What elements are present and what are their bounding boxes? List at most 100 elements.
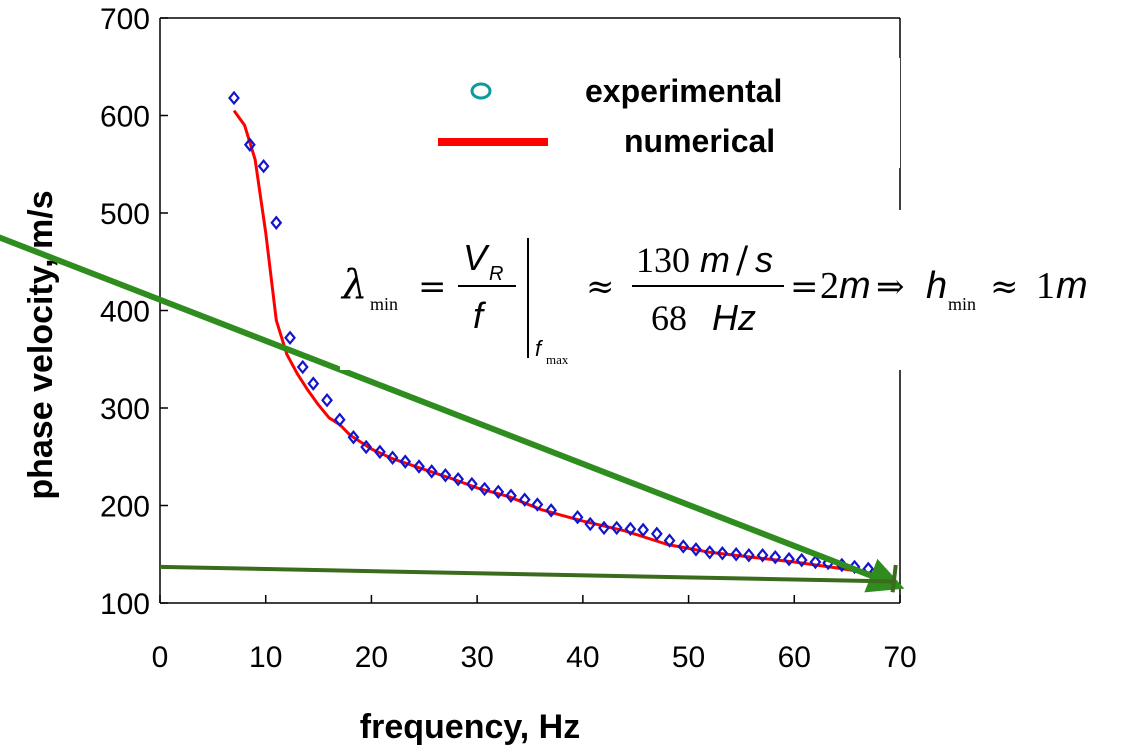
x-tick-label: 20 xyxy=(355,641,388,674)
experimental-point xyxy=(584,516,597,532)
eq-h-value: 1 xyxy=(1036,265,1055,307)
x-tick-label: 40 xyxy=(566,641,599,674)
experimental-point xyxy=(637,522,650,538)
experimental-point xyxy=(413,459,425,474)
x-tick-label: 30 xyxy=(460,641,493,674)
experimental-point xyxy=(257,158,270,174)
numerical-curve xyxy=(232,109,880,577)
experimental-point xyxy=(783,551,795,567)
eq-lambda: λ xyxy=(340,262,367,308)
experimental-point xyxy=(769,549,782,565)
experimental-point xyxy=(545,503,558,518)
x-tick-label: 60 xyxy=(778,641,811,674)
eq-approx-2: ≈ xyxy=(990,267,1019,307)
experimental-point xyxy=(465,476,478,492)
experimental-point xyxy=(386,450,399,465)
experimental-point xyxy=(399,454,412,469)
y-tick-label: 200 xyxy=(100,491,150,524)
y-tick-label: 700 xyxy=(100,3,150,36)
experimental-point xyxy=(531,497,544,512)
experimental-point xyxy=(333,412,346,427)
experimental-point xyxy=(809,554,822,570)
experimental-point xyxy=(360,439,373,455)
legend-backdrop xyxy=(420,58,900,168)
x-axis-label: frequency, Hz xyxy=(360,708,580,746)
experimental-point xyxy=(505,488,517,503)
experimental-point xyxy=(677,539,690,554)
legend: experimental numerical xyxy=(420,58,900,168)
baseline-end-tick xyxy=(890,564,898,593)
eq-num-slash: / xyxy=(736,240,749,281)
eq-vr: V xyxy=(463,237,490,278)
eq-equals-1: = xyxy=(418,267,447,307)
eq-num-unit-m: m xyxy=(700,239,730,280)
baseline-line xyxy=(159,564,895,584)
experimental-point xyxy=(373,444,386,460)
experimental-point xyxy=(284,330,296,346)
experimental-point xyxy=(492,484,505,500)
experimental-point xyxy=(296,359,309,375)
eq-num-value: 130 xyxy=(636,240,690,280)
eq-approx-1: ≈ xyxy=(586,267,615,307)
eq-den-value: 68 xyxy=(651,298,687,338)
legend-marker-experimental xyxy=(470,82,492,100)
eq-num-unit-s: s xyxy=(755,239,773,280)
experimental-point xyxy=(452,471,465,487)
experimental-point xyxy=(690,542,702,557)
eq-h-unit: m xyxy=(1056,265,1088,307)
y-tick-label: 400 xyxy=(100,296,150,329)
x-axis-ticks: 0 10 20 30 40 50 60 70 xyxy=(152,595,917,674)
x-tick-label: 50 xyxy=(672,641,705,674)
experimental-point xyxy=(228,90,240,106)
eq-implies: ⇒ xyxy=(876,267,905,307)
experimental-point xyxy=(321,392,333,408)
experimental-point xyxy=(478,481,491,497)
legend-label-numerical: numerical xyxy=(624,123,775,159)
eq-den-unit: Hz xyxy=(712,297,756,338)
experimental-point xyxy=(795,552,808,568)
equation: λ min = V R f f max ≈ 130 m / s 68 Hz = … xyxy=(340,237,1088,367)
y-axis-label: phase velocity, m/s xyxy=(22,190,60,499)
experimental-point xyxy=(307,376,320,391)
y-tick-label: 300 xyxy=(100,393,150,426)
experimental-point xyxy=(663,533,676,548)
series-experimental xyxy=(228,90,887,580)
experimental-point xyxy=(518,492,531,507)
eq-result-unit: m xyxy=(839,265,871,307)
experimental-point xyxy=(270,215,283,230)
y-tick-label: 100 xyxy=(100,588,150,621)
long-arrow xyxy=(0,234,905,593)
experimental-point xyxy=(347,430,360,445)
experimental-point xyxy=(243,137,256,152)
eq-h: h xyxy=(926,265,947,307)
eq-vr-sub: R xyxy=(489,263,503,285)
experimental-point xyxy=(425,464,438,479)
legend-label-experimental: experimental xyxy=(585,73,782,109)
y-axis-ticks: 100 200 300 400 500 600 700 xyxy=(100,3,168,621)
x-tick-label: 0 xyxy=(152,641,169,674)
y-tick-label: 500 xyxy=(100,198,150,231)
experimental-point xyxy=(439,468,452,483)
x-tick-label: 70 xyxy=(883,641,916,674)
equation-backdrop xyxy=(340,210,1145,370)
experimental-point xyxy=(624,521,637,537)
experimental-point xyxy=(730,547,743,562)
eq-eval-sub: f xyxy=(535,336,544,361)
experimental-point xyxy=(703,545,716,560)
x-tick-label: 10 xyxy=(249,641,282,674)
experimental-point xyxy=(716,546,729,561)
annotation-arrows xyxy=(0,234,905,593)
eq-result: 2 xyxy=(820,265,839,307)
experimental-point xyxy=(650,526,663,542)
y-tick-label: 600 xyxy=(100,101,150,134)
series-numerical xyxy=(232,109,880,577)
eq-eval-subsub: max xyxy=(546,352,569,367)
experimental-point xyxy=(742,547,755,563)
experimental-point xyxy=(598,520,610,536)
experimental-point xyxy=(610,520,623,536)
eq-equals-2: = xyxy=(790,267,819,307)
experimental-point xyxy=(756,547,769,563)
eq-lambda-sub: min xyxy=(370,294,398,314)
experimental-point xyxy=(571,509,584,525)
